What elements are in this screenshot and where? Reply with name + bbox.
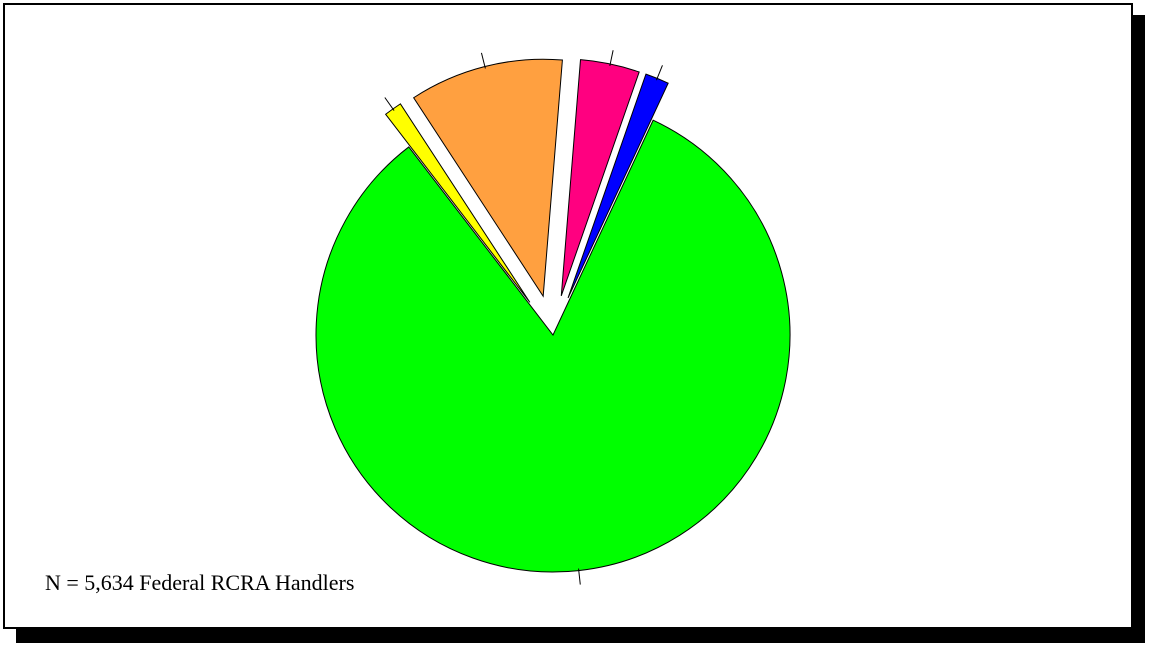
leader-line-5 [655,65,663,81]
leader-line-2 [384,97,395,111]
pie-slice-1 [315,119,791,573]
handler-count-note: N = 5,634 Federal RCRA Handlers [45,570,355,595]
leader-line-4 [609,50,614,67]
leader-line-3 [480,52,486,69]
leader-line-1 [578,568,581,585]
